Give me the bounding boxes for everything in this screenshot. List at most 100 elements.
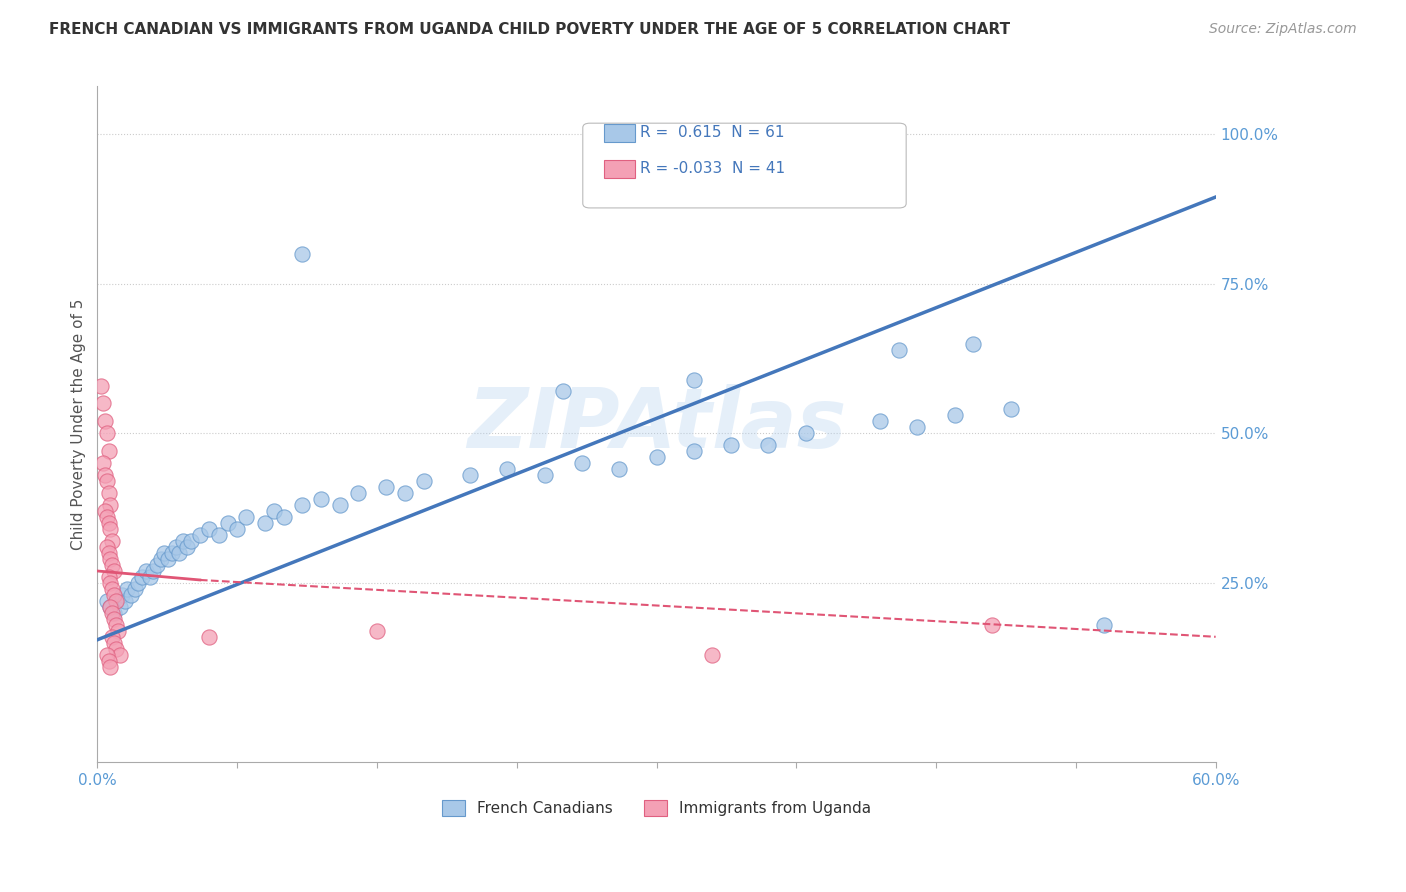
Point <box>458 468 481 483</box>
Point <box>110 588 132 602</box>
Point <box>533 468 555 483</box>
Point <box>101 534 124 549</box>
Point <box>412 475 434 489</box>
Point <box>97 546 120 560</box>
Point <box>176 540 198 554</box>
Point <box>131 570 153 584</box>
Text: FRENCH CANADIAN VS IMMIGRANTS FROM UGANDA CHILD POVERTY UNDER THE AGE OF 5 CORRE: FRENCH CANADIAN VS IMMIGRANTS FROM UGAND… <box>49 22 1011 37</box>
Point <box>273 510 295 524</box>
Point <box>96 475 118 489</box>
Point <box>91 396 114 410</box>
Point <box>124 582 146 596</box>
Point <box>160 546 183 560</box>
Point <box>101 630 124 644</box>
Point <box>142 564 165 578</box>
Point <box>756 438 779 452</box>
Point <box>108 648 131 662</box>
Point <box>1000 402 1022 417</box>
Point <box>347 486 370 500</box>
Point <box>94 504 117 518</box>
Point <box>90 378 112 392</box>
Point <box>198 630 221 644</box>
Point <box>869 414 891 428</box>
Point <box>682 372 704 386</box>
Text: R = -0.033  N = 41: R = -0.033 N = 41 <box>641 161 786 177</box>
Point <box>943 409 966 423</box>
Point <box>103 564 125 578</box>
Point <box>235 510 257 524</box>
Point <box>101 582 124 596</box>
Point <box>107 624 129 638</box>
Point <box>97 444 120 458</box>
Point <box>146 558 169 572</box>
Point <box>794 426 817 441</box>
Point <box>291 498 314 512</box>
Point <box>104 594 127 608</box>
Point <box>100 599 122 614</box>
Point <box>100 576 122 591</box>
Point <box>94 468 117 483</box>
Point <box>100 599 122 614</box>
Point <box>127 576 149 591</box>
Point <box>96 426 118 441</box>
Point <box>217 516 239 530</box>
Point <box>135 564 157 578</box>
Point <box>103 606 125 620</box>
Point <box>496 462 519 476</box>
Point <box>120 588 142 602</box>
Point <box>104 617 127 632</box>
Point <box>104 594 127 608</box>
Point <box>96 594 118 608</box>
Point <box>91 456 114 470</box>
Point <box>188 528 211 542</box>
Point <box>104 641 127 656</box>
Point <box>198 522 221 536</box>
Point <box>226 522 249 536</box>
Text: Source: ZipAtlas.com: Source: ZipAtlas.com <box>1209 22 1357 37</box>
Point <box>100 498 122 512</box>
Point <box>394 486 416 500</box>
Point <box>172 534 194 549</box>
Text: R =  0.615  N = 61: R = 0.615 N = 61 <box>641 126 785 141</box>
Point <box>165 540 187 554</box>
Legend: French Canadians, Immigrants from Uganda: French Canadians, Immigrants from Uganda <box>436 794 877 822</box>
Point <box>96 648 118 662</box>
Point <box>291 247 314 261</box>
Point <box>100 522 122 536</box>
Point <box>100 552 122 566</box>
Text: ZIPAtlas: ZIPAtlas <box>467 384 846 465</box>
Point <box>180 534 202 549</box>
Point <box>97 486 120 500</box>
Point <box>607 462 630 476</box>
Point <box>103 612 125 626</box>
Point <box>101 606 124 620</box>
Point <box>207 528 229 542</box>
Point <box>157 552 180 566</box>
Point <box>254 516 277 530</box>
Point <box>571 456 593 470</box>
Point <box>981 617 1004 632</box>
Point <box>101 558 124 572</box>
Point <box>329 498 352 512</box>
Point <box>962 336 984 351</box>
Point <box>94 414 117 428</box>
Point <box>682 444 704 458</box>
Point <box>103 588 125 602</box>
Point <box>169 546 191 560</box>
Point <box>96 510 118 524</box>
Point <box>108 599 131 614</box>
Point <box>97 570 120 584</box>
Point <box>149 552 172 566</box>
Point <box>100 659 122 673</box>
Point <box>887 343 910 357</box>
Point <box>114 594 136 608</box>
Point <box>96 540 118 554</box>
Point <box>309 492 332 507</box>
Point <box>97 654 120 668</box>
Point <box>138 570 160 584</box>
Point <box>720 438 742 452</box>
Point <box>115 582 138 596</box>
Point <box>103 636 125 650</box>
Y-axis label: Child Poverty Under the Age of 5: Child Poverty Under the Age of 5 <box>72 299 86 550</box>
Point <box>1092 617 1115 632</box>
